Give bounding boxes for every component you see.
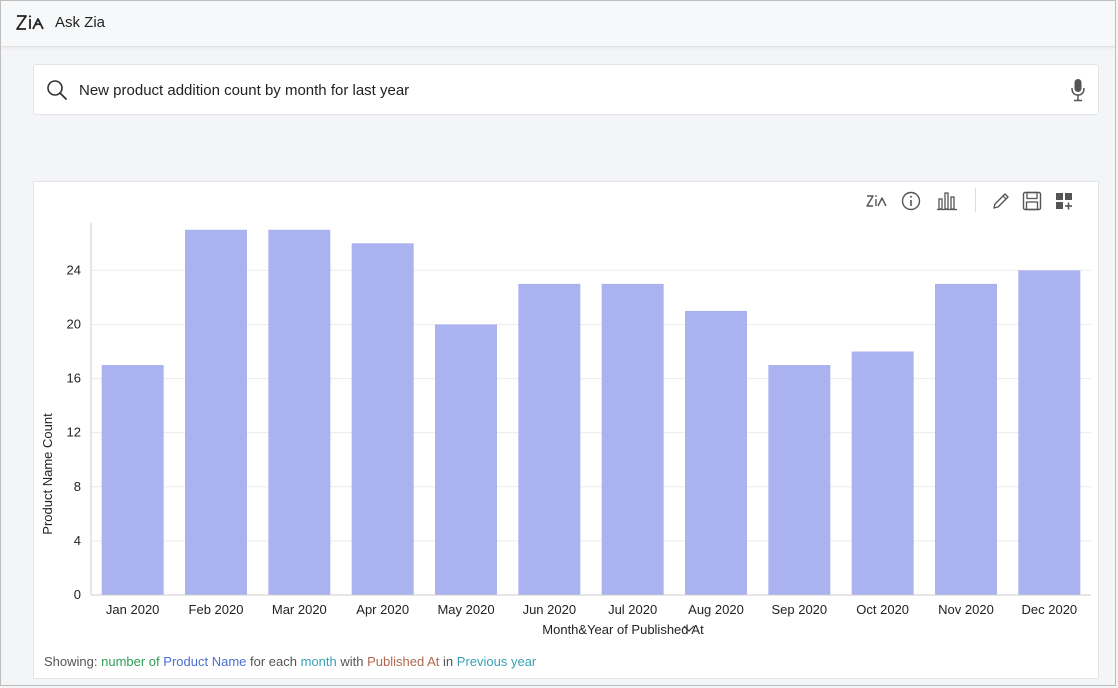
bar-chart: 0 4 8 12 16 20 24 Jan 2020 Feb 2020 Mar 2020 Apr 2…	[40, 223, 1091, 637]
x-axis-title[interactable]: Month&Year of Published At	[542, 622, 704, 637]
toolbar-separator	[975, 188, 976, 212]
bar[interactable]	[185, 229, 247, 595]
bar[interactable]	[601, 283, 664, 595]
x-tick-label: Feb 2020	[189, 602, 244, 617]
y-tick-label: 4	[74, 533, 81, 548]
x-tick-label: Sep 2020	[771, 602, 827, 617]
microphone-icon[interactable]	[1070, 78, 1086, 102]
y-tick-label: 0	[74, 587, 81, 602]
x-tick-label: Jul 2020	[608, 602, 657, 617]
x-tick-label: Oct 2020	[856, 602, 909, 617]
showing-aggregate[interactable]: number of	[101, 654, 160, 669]
bar[interactable]	[268, 229, 331, 595]
x-tick-label: Aug 2020	[688, 602, 744, 617]
showing-prefix: Showing:	[44, 654, 98, 669]
app-title: Ask Zia	[55, 14, 106, 31]
x-tick-label: Apr 2020	[356, 602, 409, 617]
bar[interactable]	[435, 324, 497, 595]
bar[interactable]	[518, 283, 581, 595]
x-tick-label: May 2020	[437, 602, 494, 617]
y-tick-label: 16	[67, 371, 81, 386]
bar[interactable]	[1018, 270, 1081, 595]
showing-field[interactable]: Product Name	[163, 654, 247, 669]
x-tick-label: Nov 2020	[938, 602, 994, 617]
bar[interactable]	[768, 365, 831, 595]
showing-text-in: in	[443, 654, 454, 669]
y-tick-label: 24	[67, 262, 81, 277]
x-tick-label: Jun 2020	[523, 602, 577, 617]
bar[interactable]	[685, 310, 747, 595]
top-bar: Ask Zia	[1, 1, 1115, 47]
showing-text-with: with	[340, 654, 364, 669]
x-tick-label: Mar 2020	[272, 602, 327, 617]
zia-icon[interactable]	[866, 190, 888, 212]
search-input[interactable]	[79, 79, 1039, 101]
y-tick-label: 8	[74, 479, 81, 494]
showing-granularity[interactable]: month	[300, 654, 337, 669]
bar[interactable]	[351, 243, 414, 596]
search-box[interactable]	[33, 64, 1099, 115]
info-icon[interactable]	[900, 190, 922, 212]
x-tick-label: Jan 2020	[106, 602, 160, 617]
y-tick-label: 20	[67, 316, 81, 331]
zia-logo-icon	[16, 15, 44, 30]
showing-text-for-each: for each	[250, 654, 297, 669]
showing-period[interactable]: Previous year	[456, 654, 537, 669]
y-tick-label: 12	[67, 425, 81, 440]
x-axis-dropdown-chevron-icon[interactable]	[683, 625, 695, 632]
edit-icon[interactable]	[990, 190, 1012, 212]
y-axis-title: Product Name Count	[40, 413, 55, 535]
bar[interactable]	[101, 365, 164, 595]
add-to-dashboard-icon[interactable]	[1053, 190, 1075, 212]
showing-summary: Showing: number of Product Name for each…	[44, 654, 536, 669]
save-icon[interactable]	[1021, 190, 1043, 212]
search-icon	[47, 80, 67, 100]
x-tick-label: Dec 2020	[1022, 602, 1078, 617]
bar[interactable]	[851, 351, 914, 595]
showing-date-field[interactable]: Published At	[367, 654, 440, 669]
bar[interactable]	[935, 283, 997, 595]
chart-type-icon[interactable]	[936, 190, 958, 212]
